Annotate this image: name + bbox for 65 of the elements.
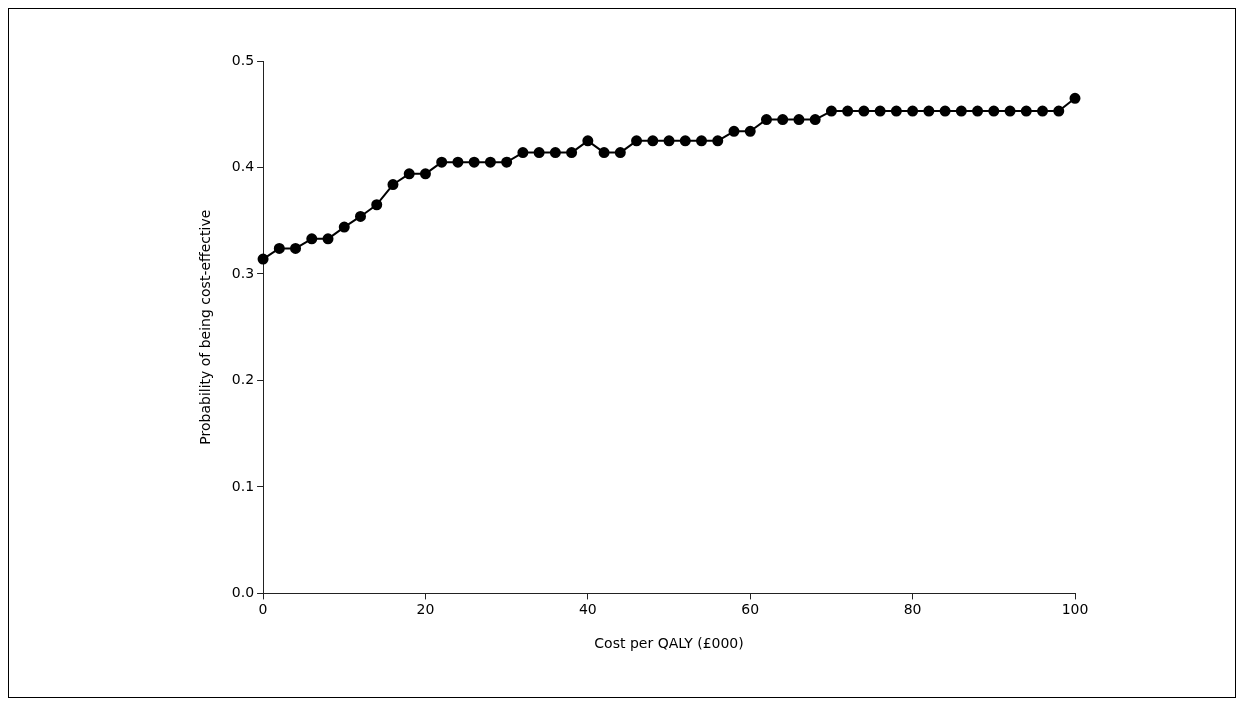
point <box>793 114 805 126</box>
y-axis-title: Probability of being cost-effective <box>197 209 214 445</box>
point <box>452 156 464 168</box>
point <box>549 147 561 159</box>
y-tick-label: 0.3 <box>231 264 255 281</box>
point <box>257 253 269 265</box>
x-tick-label: 40 <box>578 601 597 618</box>
point <box>760 114 772 126</box>
point <box>842 105 854 117</box>
point <box>874 105 886 117</box>
x-tick-label: 80 <box>903 601 922 618</box>
point <box>614 147 626 159</box>
x-tick-label: 60 <box>741 601 760 618</box>
point <box>582 135 594 147</box>
point <box>338 221 350 233</box>
point <box>1020 105 1032 117</box>
point <box>679 135 691 147</box>
point <box>955 105 967 117</box>
point <box>858 105 870 117</box>
y-tick-label: 0.5 <box>231 51 255 68</box>
point <box>631 135 643 147</box>
x-tick-label: 100 <box>1061 601 1089 618</box>
x-tick-label: 0 <box>258 601 268 618</box>
point <box>322 233 334 245</box>
y-tick-label: 0.2 <box>231 371 255 388</box>
point <box>566 147 578 159</box>
point <box>1069 92 1081 104</box>
point <box>468 156 480 168</box>
point <box>484 156 496 168</box>
point <box>273 242 285 254</box>
point <box>647 135 659 147</box>
point <box>355 210 366 222</box>
point <box>371 199 383 211</box>
x-axis-title: Cost per QALY (£000) <box>594 635 744 652</box>
point <box>939 105 951 117</box>
y-tick-label: 0.1 <box>231 477 255 494</box>
point <box>809 114 821 126</box>
point <box>419 168 431 180</box>
point <box>436 156 448 168</box>
point <box>306 233 318 245</box>
point <box>598 147 610 159</box>
point <box>517 147 529 159</box>
point <box>988 105 1000 117</box>
point <box>290 242 302 254</box>
point <box>890 105 902 117</box>
point <box>403 168 415 180</box>
point <box>972 105 984 117</box>
y-tick-label: 0.4 <box>231 158 255 175</box>
point <box>533 147 545 159</box>
point <box>501 156 513 168</box>
point <box>663 135 675 147</box>
point <box>825 105 837 117</box>
point <box>1004 105 1016 117</box>
point <box>923 105 935 117</box>
point <box>712 135 724 147</box>
point <box>387 179 399 191</box>
point <box>907 105 919 117</box>
y-tick-label: 0.0 <box>231 584 255 601</box>
x-tick-label: 20 <box>416 601 435 618</box>
point <box>696 135 708 147</box>
point <box>777 114 789 126</box>
point <box>1053 105 1065 117</box>
point <box>1037 105 1049 117</box>
point <box>744 125 756 137</box>
point <box>728 125 740 137</box>
